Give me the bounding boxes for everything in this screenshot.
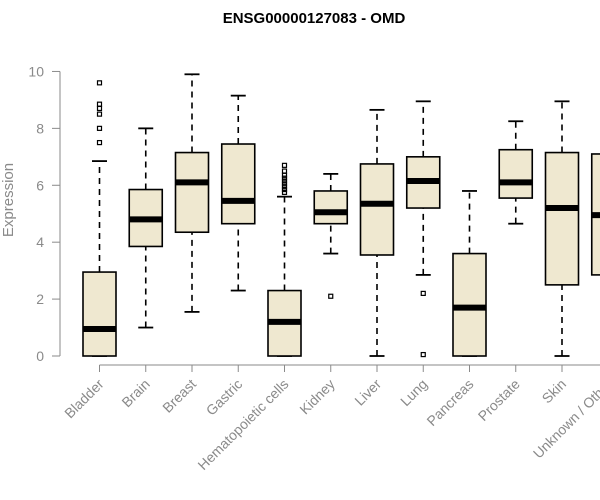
- x-tick-label: Liver: [351, 376, 384, 409]
- box-bladder: [82, 80, 117, 357]
- outlier-point: [281, 162, 288, 168]
- iqr-box: [359, 163, 395, 256]
- outlier-point: [281, 184, 288, 190]
- box-liver: [359, 108, 395, 357]
- x-tick-label: Breast: [159, 376, 199, 416]
- box-brain: [128, 127, 164, 329]
- outlier-point: [281, 168, 288, 174]
- iqr-box: [174, 151, 210, 234]
- outlier-point: [96, 111, 103, 117]
- iqr-box: [82, 271, 117, 357]
- outlier-point: [328, 293, 334, 299]
- x-tick-label: Pancreas: [423, 376, 476, 429]
- chart-title: ENSG00000127083 - OMD: [223, 10, 406, 27]
- outlier-point: [96, 101, 103, 107]
- x-tick-label: Skin: [539, 376, 570, 407]
- x-tick-label: Hematopoietic cells: [194, 376, 291, 473]
- iqr-box: [498, 148, 534, 199]
- box-kidney: [313, 172, 349, 299]
- iqr-box: [313, 190, 349, 225]
- outlier-point: [96, 105, 103, 112]
- box-breast: [174, 73, 210, 313]
- y-tick-label: 6: [36, 177, 44, 193]
- box-prostate: [498, 120, 534, 225]
- x-tick-label: Prostate: [475, 376, 523, 424]
- outlier-point: [281, 181, 288, 187]
- x-tick-label: Kidney: [296, 376, 338, 418]
- outlier-point: [96, 125, 103, 131]
- x-tick-label: Gastric: [203, 376, 246, 419]
- y-tick-label: 8: [36, 120, 44, 136]
- outlier-point: [281, 186, 288, 193]
- outlier-point: [420, 351, 426, 358]
- outlier-point: [281, 189, 288, 195]
- iqr-box: [220, 143, 256, 225]
- y-axis-label: Expression: [0, 163, 17, 237]
- box-pancreas: [452, 190, 487, 357]
- y-tick-label: 0: [36, 348, 44, 364]
- box-unknown-other: [590, 153, 600, 276]
- y-axis: 0 2 4 6 8 10: [28, 63, 61, 364]
- box-lung: [405, 100, 441, 358]
- y-tick-label: 4: [36, 234, 44, 250]
- plot-area: [82, 73, 600, 358]
- box-gastric: [220, 94, 256, 292]
- y-tick-label: 2: [36, 291, 44, 307]
- x-tick-label: Bladder: [61, 376, 107, 422]
- iqr-box: [544, 151, 580, 286]
- outlier-point: [281, 178, 288, 184]
- box-hematopoietic-cells: [267, 162, 302, 357]
- x-tick-label: Brain: [118, 376, 152, 410]
- box-skin: [544, 100, 580, 357]
- x-tick-label: Lung: [397, 376, 430, 409]
- y-tick-label: 10: [28, 63, 44, 79]
- outlier-point: [96, 139, 103, 146]
- outlier-point: [96, 80, 103, 86]
- outlier-point: [281, 175, 288, 181]
- outlier-point: [420, 290, 426, 296]
